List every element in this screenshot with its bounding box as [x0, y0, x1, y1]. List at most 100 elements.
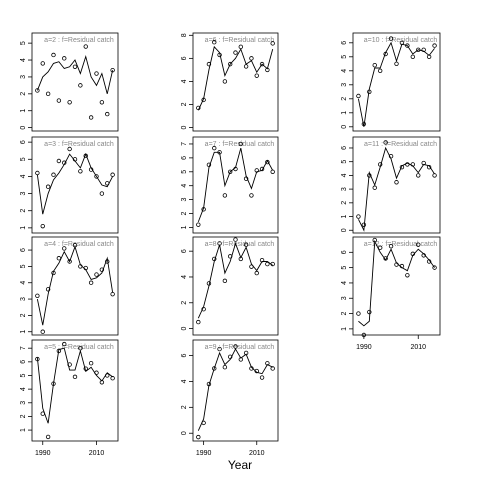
data-point — [40, 61, 45, 66]
y-tick-label: 3 — [341, 296, 348, 300]
data-point — [78, 83, 83, 88]
data-point — [394, 180, 399, 185]
data-point — [99, 100, 105, 105]
data-point — [432, 173, 437, 178]
y-tick-label: 2 — [20, 92, 27, 96]
fit-line — [358, 239, 435, 327]
plot-frame — [31, 339, 119, 442]
y-tick-label: 4 — [20, 281, 27, 285]
y-tick-label: 5 — [20, 264, 27, 268]
data-point — [72, 64, 78, 69]
data-point — [265, 261, 270, 267]
plot-frame — [31, 236, 119, 336]
data-point — [94, 71, 99, 76]
data-point — [212, 145, 217, 151]
data-point — [410, 54, 416, 59]
panel: 0 1 2 3 4 5 a=2 : f=Residual catch — [20, 32, 119, 132]
y-tick-label: 6 — [181, 56, 188, 60]
x-tick-label: 2010 — [249, 450, 265, 457]
data-point — [270, 169, 275, 174]
y-tick-label: 2 — [181, 102, 188, 106]
panel-title: a=4 : f=Residual catch — [44, 241, 114, 248]
y-tick-label: 5 — [181, 170, 188, 174]
data-point — [361, 332, 367, 338]
fit-line — [197, 148, 274, 223]
plot-frame — [352, 32, 441, 132]
y-tick-label: 6 — [341, 146, 348, 150]
data-point — [227, 169, 233, 174]
panel-title: a=7 : f=Residual catch — [205, 141, 275, 148]
data-point — [383, 140, 388, 145]
y-tick-label: 0 — [181, 125, 188, 129]
data-point — [233, 50, 238, 55]
x-tick-label: 2010 — [89, 450, 105, 457]
y-tick-label: 5 — [341, 160, 348, 164]
data-point — [217, 346, 222, 352]
y-tick-label: 6 — [181, 353, 188, 357]
data-point — [110, 376, 115, 381]
plot-frame — [192, 32, 279, 132]
y-tick-label: 2 — [181, 405, 188, 409]
y-tick-label: 1 — [341, 111, 348, 115]
data-point — [356, 311, 361, 316]
y-tick-label: 1 — [20, 226, 27, 230]
plot-frame — [352, 236, 441, 336]
data-point — [40, 329, 45, 334]
panel: 0 1 2 3 4 5 6 a=10 : f=Residual catch — [341, 32, 441, 132]
data-point — [88, 280, 94, 285]
y-tick-label: 6 — [20, 248, 27, 252]
data-point — [222, 193, 228, 198]
y-tick-label: 0 — [181, 431, 188, 435]
y-tick-label: 2 — [20, 209, 27, 213]
data-point — [249, 193, 254, 198]
y-tick-label: 3 — [341, 83, 348, 87]
y-tick-label: 4 — [20, 174, 27, 178]
data-point — [56, 98, 62, 103]
y-tick-label: 2 — [20, 414, 27, 418]
data-point — [233, 237, 238, 242]
y-tick-label: 5 — [20, 41, 27, 45]
data-point — [196, 319, 201, 325]
y-tick-label: 2 — [20, 313, 27, 317]
y-tick-label: 2 — [341, 97, 348, 101]
data-point — [416, 173, 421, 178]
y-tick-label: 3 — [20, 192, 27, 196]
y-tick-label: 8 — [181, 33, 188, 37]
data-point — [105, 111, 110, 117]
y-tick-label: 0 — [181, 327, 188, 331]
data-point — [78, 169, 83, 174]
y-tick-label: 4 — [341, 281, 348, 285]
fit-line — [197, 45, 274, 111]
data-point — [238, 44, 244, 50]
y-tick-label: 5 — [341, 55, 348, 59]
panel: 1 2 3 4 5 6 a=4 : f=Residual catch — [20, 236, 119, 336]
y-tick-label: 6 — [341, 41, 348, 45]
data-point — [51, 172, 56, 177]
data-point — [356, 214, 361, 219]
data-point — [416, 242, 421, 247]
y-tick-label: 0 — [341, 125, 348, 129]
data-point — [243, 64, 249, 69]
y-tick-label: 2 — [181, 211, 188, 215]
plot-frame — [352, 136, 441, 234]
data-point — [206, 61, 212, 67]
data-point — [388, 36, 394, 41]
panel-title: a=11 : f=Residual catch — [364, 141, 437, 148]
y-tick-label: 7 — [20, 346, 27, 350]
y-tick-label: 3 — [341, 187, 348, 191]
data-point — [259, 61, 265, 67]
y-tick-label: 3 — [20, 401, 27, 405]
y-tick-label: 6 — [341, 250, 348, 254]
data-point — [270, 366, 275, 371]
data-point — [94, 272, 99, 277]
y-tick-label: 2 — [341, 201, 348, 205]
fit-line — [36, 152, 114, 215]
y-tick-label: 3 — [20, 75, 27, 79]
y-tick-label: 3 — [181, 198, 188, 202]
data-point — [67, 259, 72, 264]
data-point — [196, 434, 201, 440]
data-point — [249, 56, 254, 61]
data-point — [56, 256, 62, 261]
fit-line — [358, 146, 435, 232]
